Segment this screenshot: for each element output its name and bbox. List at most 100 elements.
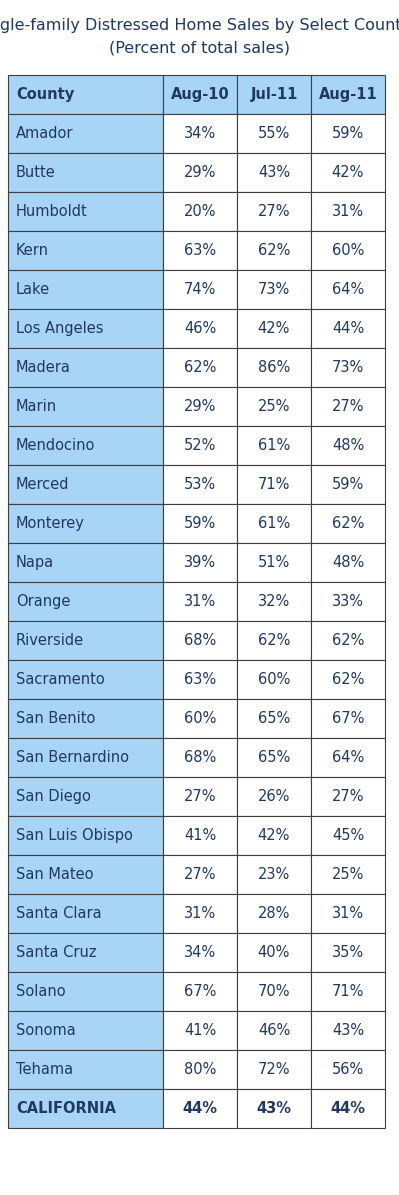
- Text: 31%: 31%: [332, 204, 364, 219]
- Bar: [8, 465, 163, 504]
- Text: 62%: 62%: [332, 672, 364, 687]
- Text: Humboldt: Humboldt: [16, 204, 88, 219]
- Text: 65%: 65%: [258, 750, 290, 765]
- Text: 23%: 23%: [258, 868, 290, 882]
- Bar: [237, 425, 311, 465]
- Bar: [311, 387, 385, 425]
- Text: 74%: 74%: [184, 282, 216, 298]
- Text: 59%: 59%: [332, 477, 364, 492]
- Bar: [8, 387, 163, 425]
- Bar: [163, 348, 237, 387]
- Bar: [237, 192, 311, 231]
- Bar: [163, 582, 237, 621]
- Text: Aug-10: Aug-10: [171, 87, 229, 102]
- Text: 43%: 43%: [258, 165, 290, 180]
- Text: Butte: Butte: [16, 165, 56, 180]
- Bar: [163, 387, 237, 425]
- Bar: [163, 854, 237, 894]
- Bar: [163, 699, 237, 739]
- Bar: [237, 387, 311, 425]
- Bar: [311, 854, 385, 894]
- Text: 68%: 68%: [184, 633, 216, 648]
- Text: 48%: 48%: [332, 554, 364, 570]
- Text: Sacramento: Sacramento: [16, 672, 105, 687]
- Bar: [311, 894, 385, 933]
- Bar: [163, 816, 237, 854]
- Bar: [311, 270, 385, 310]
- Bar: [237, 153, 311, 192]
- Text: 70%: 70%: [258, 983, 290, 999]
- Bar: [237, 699, 311, 739]
- Text: 31%: 31%: [184, 906, 216, 921]
- Bar: [311, 582, 385, 621]
- Bar: [311, 972, 385, 1011]
- Text: 63%: 63%: [184, 672, 216, 687]
- Bar: [311, 153, 385, 192]
- Bar: [163, 739, 237, 777]
- Bar: [8, 425, 163, 465]
- Text: 72%: 72%: [258, 1062, 290, 1077]
- Bar: [237, 972, 311, 1011]
- Bar: [8, 621, 163, 660]
- Bar: [237, 504, 311, 543]
- Bar: [163, 425, 237, 465]
- Bar: [237, 894, 311, 933]
- Text: 60%: 60%: [332, 243, 364, 258]
- Bar: [311, 504, 385, 543]
- Bar: [8, 972, 163, 1011]
- Bar: [237, 739, 311, 777]
- Bar: [163, 270, 237, 310]
- Text: 44%: 44%: [330, 1101, 365, 1116]
- Bar: [237, 348, 311, 387]
- Text: 67%: 67%: [332, 711, 364, 727]
- Bar: [311, 425, 385, 465]
- Bar: [237, 582, 311, 621]
- Text: 59%: 59%: [332, 125, 364, 141]
- Bar: [311, 75, 385, 114]
- Bar: [237, 310, 311, 348]
- Text: 60%: 60%: [258, 672, 290, 687]
- Text: 27%: 27%: [258, 204, 290, 219]
- Bar: [237, 854, 311, 894]
- Bar: [311, 933, 385, 972]
- Text: CALIFORNIA: CALIFORNIA: [16, 1101, 116, 1116]
- Text: 34%: 34%: [184, 945, 216, 960]
- Text: 62%: 62%: [184, 360, 216, 375]
- Bar: [311, 1089, 385, 1128]
- Text: San Mateo: San Mateo: [16, 868, 93, 882]
- Bar: [8, 231, 163, 270]
- Bar: [311, 621, 385, 660]
- Text: 25%: 25%: [258, 399, 290, 413]
- Bar: [237, 465, 311, 504]
- Text: 44%: 44%: [182, 1101, 217, 1116]
- Text: San Benito: San Benito: [16, 711, 95, 727]
- Bar: [163, 114, 237, 153]
- Text: 33%: 33%: [332, 594, 364, 609]
- Text: Solano: Solano: [16, 983, 65, 999]
- Text: 42%: 42%: [332, 165, 364, 180]
- Text: 59%: 59%: [184, 516, 216, 531]
- Bar: [163, 621, 237, 660]
- Text: 42%: 42%: [258, 321, 290, 336]
- Bar: [311, 310, 385, 348]
- Text: 28%: 28%: [258, 906, 290, 921]
- Bar: [237, 933, 311, 972]
- Bar: [311, 231, 385, 270]
- Bar: [163, 972, 237, 1011]
- Text: Kern: Kern: [16, 243, 49, 258]
- Bar: [163, 777, 237, 816]
- Text: 25%: 25%: [332, 868, 364, 882]
- Text: 53%: 53%: [184, 477, 216, 492]
- Text: 80%: 80%: [184, 1062, 216, 1077]
- Text: 55%: 55%: [258, 125, 290, 141]
- Bar: [8, 582, 163, 621]
- Text: 27%: 27%: [332, 789, 364, 804]
- Text: 34%: 34%: [184, 125, 216, 141]
- Text: 27%: 27%: [184, 868, 216, 882]
- Bar: [311, 739, 385, 777]
- Bar: [237, 1089, 311, 1128]
- Bar: [8, 894, 163, 933]
- Bar: [8, 543, 163, 582]
- Text: 35%: 35%: [332, 945, 364, 960]
- Text: Amador: Amador: [16, 125, 73, 141]
